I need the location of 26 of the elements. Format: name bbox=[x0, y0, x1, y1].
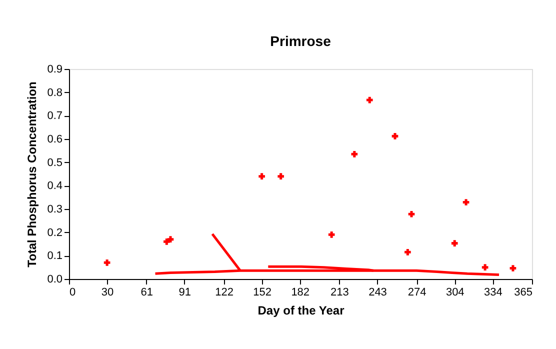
y-tick-label: 0.1 bbox=[47, 250, 62, 262]
y-tick-label: 0.8 bbox=[47, 86, 62, 99]
x-tick-label: 91 bbox=[178, 286, 192, 298]
y-tick-label: 0.3 bbox=[47, 204, 62, 216]
y-tick-label: 0.7 bbox=[47, 110, 62, 122]
y-axis-title: Total Phosphorus Concentration bbox=[25, 82, 40, 268]
y-tick-label: 0.5 bbox=[47, 156, 62, 169]
x-tick-label: 182 bbox=[291, 286, 310, 298]
x-tick-label: 0 bbox=[70, 286, 76, 298]
x-axis-title: Day of the Year bbox=[258, 304, 345, 318]
y-tick-label: 0.0 bbox=[47, 274, 62, 286]
x-tick-label: 304 bbox=[446, 286, 464, 298]
x-tick-label: 152 bbox=[253, 286, 272, 298]
y-tick-label: 0.6 bbox=[47, 134, 62, 146]
x-tick-label: 213 bbox=[330, 286, 349, 298]
x-tick-label: 122 bbox=[215, 286, 234, 298]
x-tick-label: 243 bbox=[368, 286, 387, 298]
x-tick-label: 365 bbox=[514, 286, 532, 298]
x-tick-label: 334 bbox=[484, 286, 502, 298]
chart-title: Primrose bbox=[270, 33, 332, 49]
y-tick-label: 0.4 bbox=[47, 180, 62, 192]
x-tick-label: 30 bbox=[101, 286, 114, 298]
y-tick-label: 0.9 bbox=[47, 64, 62, 76]
x-tick-label: 61 bbox=[140, 286, 154, 298]
y-tick-label: 0.2 bbox=[47, 226, 62, 239]
x-tick-label: 274 bbox=[408, 286, 426, 298]
